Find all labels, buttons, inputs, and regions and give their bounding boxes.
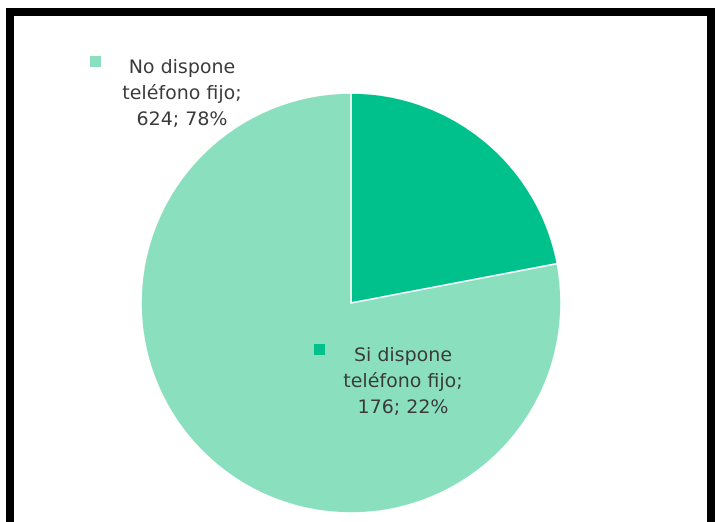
slice-data-label: teléfono fijo; [122, 82, 241, 104]
pie-labels: Si dispone teléfono fijo; 176; 22% No dispo… [90, 56, 463, 418]
legend-key-square [90, 56, 101, 67]
pie-slices [140, 92, 562, 514]
pie-chart: Si dispone teléfono fijo; 176; 22% No dispo… [90, 56, 562, 514]
slice-data-label: No dispone [129, 56, 236, 78]
chart-frame: Si dispone teléfono fijo; 176; 22% No dispo… [6, 8, 715, 522]
slice-data-label: Si dispone [354, 344, 452, 366]
pie-slice [140, 92, 562, 514]
slice-data-label: 624; 78% [137, 108, 228, 130]
slice-data-label: teléfono fijo; [343, 370, 462, 392]
legend-key-square [314, 344, 325, 355]
slice-data-label: 176; 22% [358, 396, 449, 418]
pie-slice [350, 92, 559, 304]
